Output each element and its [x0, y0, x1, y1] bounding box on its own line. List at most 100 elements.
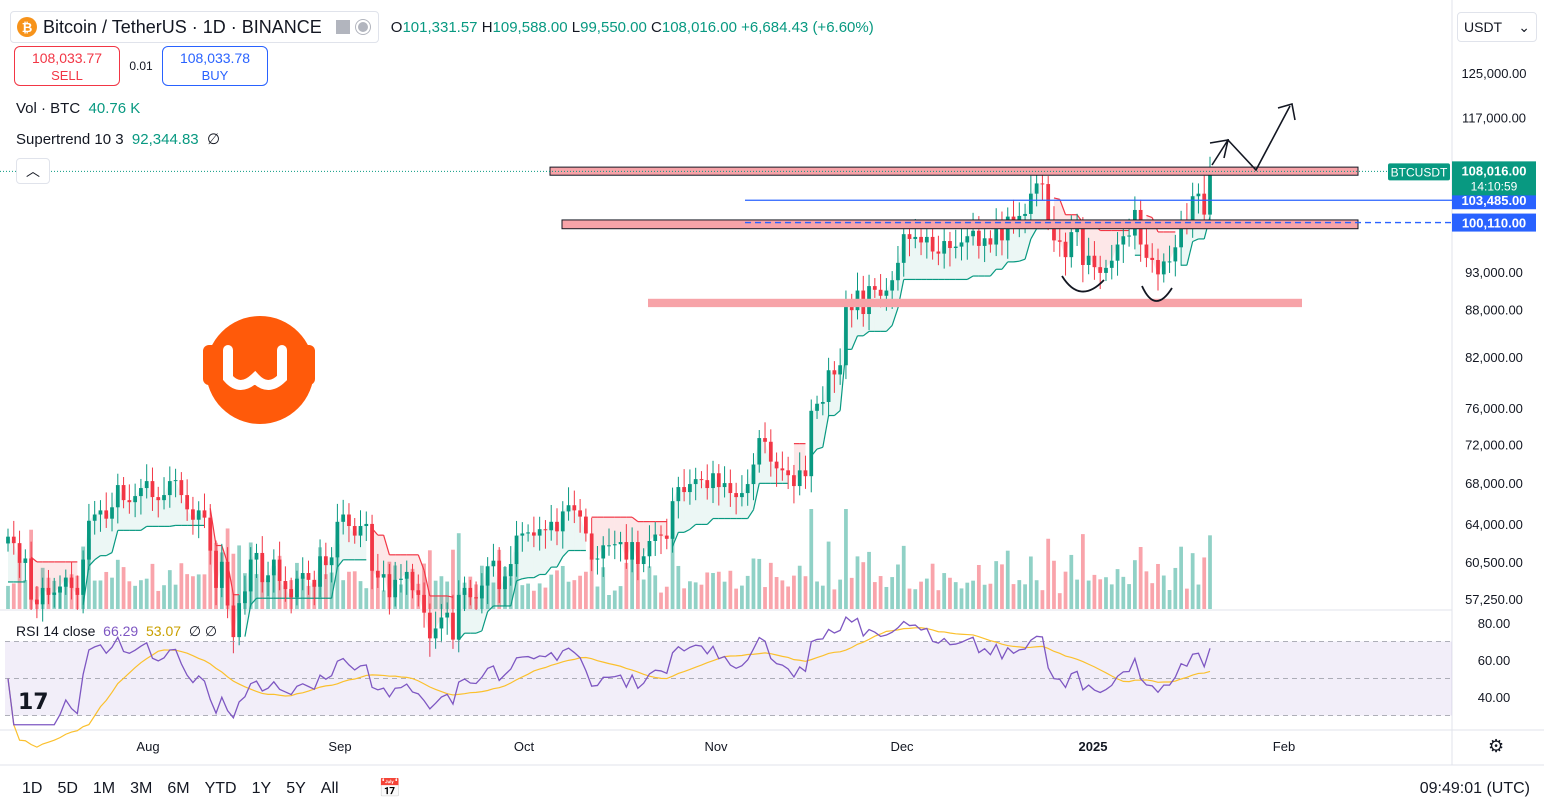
volume-bar [560, 565, 565, 609]
market-status-icon[interactable] [355, 20, 370, 34]
candle [416, 590, 421, 595]
candle [479, 585, 484, 599]
candle [295, 578, 299, 598]
range-6m[interactable]: 6M [167, 779, 190, 797]
supertrend-fill [736, 493, 742, 519]
volume-bar [98, 580, 103, 609]
date-range-icon[interactable]: 📅 [378, 778, 401, 798]
supertrend-fill [36, 561, 43, 605]
volume-bar [1202, 557, 1207, 609]
supertrend-line [250, 597, 257, 606]
volume-bar [526, 583, 530, 609]
range-ytd[interactable]: YTD [204, 779, 237, 797]
supertrend-fill [187, 509, 193, 526]
settings-gear-icon[interactable]: ⚙ [1488, 736, 1505, 756]
candle [1202, 193, 1207, 215]
volume-bar [231, 553, 236, 609]
price-line-label-bg [1452, 213, 1536, 232]
candle [283, 581, 288, 590]
supertrend-fill [1111, 230, 1118, 261]
candle [271, 559, 276, 576]
arrow-head-icon [1277, 102, 1296, 121]
supertrend-line [1013, 260, 1020, 263]
candle [682, 487, 687, 493]
range-all[interactable]: All [320, 779, 339, 797]
supertrend-fill [146, 481, 153, 527]
supertrend-line [833, 410, 841, 416]
candle [832, 370, 837, 375]
range-3m[interactable]: 3M [130, 779, 153, 797]
candle [659, 534, 663, 536]
candle [1040, 183, 1045, 185]
supertrend-line [447, 595, 454, 598]
candle [81, 559, 86, 595]
candle [838, 365, 843, 375]
volume-bar [1086, 580, 1091, 609]
volume-bar [907, 588, 912, 609]
supertrend-fill [13, 543, 20, 582]
candle [121, 485, 126, 501]
candle [1173, 247, 1178, 262]
supertrend-fill [909, 236, 916, 280]
supertrend-legend[interactable]: Supertrend 10 3 92,344.83 ∅ [16, 131, 221, 148]
volume-bar [780, 580, 785, 609]
range-5y[interactable]: 5Y [286, 779, 306, 797]
candle [624, 542, 629, 560]
candle [248, 559, 253, 592]
candle [1144, 244, 1149, 258]
symbol-selector[interactable]: ₿ Bitcoin / TetherUS · 1D · BINANCE [10, 11, 379, 43]
buy-button[interactable]: 108,033.78 BUY [162, 46, 268, 86]
range-1d[interactable]: 1D [22, 779, 43, 797]
candle [930, 236, 935, 252]
volume-bar [647, 566, 652, 609]
volume-bar [820, 585, 825, 609]
candle [23, 558, 28, 563]
volume-bar [110, 577, 114, 609]
trade-panel: 108,033.77 SELL 0.01 108,033.78 BUY [14, 46, 268, 86]
candle [1069, 232, 1074, 258]
flag-icon[interactable] [335, 20, 350, 34]
volume-legend[interactable]: Vol · BTC 40.76 K [16, 100, 141, 117]
candle [584, 516, 588, 534]
candle [1190, 196, 1195, 224]
supertrend-fill [19, 558, 26, 582]
volume-bar [306, 585, 311, 609]
supertrend-line [689, 523, 697, 530]
supertrend-line [1146, 214, 1153, 219]
sell-button[interactable]: 108,033.77 SELL [14, 46, 120, 86]
volume-bar [237, 545, 242, 609]
supertrend-fill [661, 521, 667, 539]
candle [526, 532, 530, 534]
candle [225, 561, 230, 606]
candle [456, 594, 461, 640]
supertrend-fill [949, 246, 956, 280]
candle [364, 523, 369, 527]
supertrend-fill [1117, 230, 1124, 245]
volume-bar [572, 580, 577, 609]
collapse-legend-button[interactable]: ︿ [16, 158, 50, 184]
volume-bar [1034, 580, 1039, 609]
range-1y[interactable]: 1Y [251, 779, 272, 797]
supertrend-fill [533, 529, 540, 578]
volume-bar [254, 574, 259, 609]
candle [711, 473, 715, 489]
supertrend-line [683, 528, 691, 533]
volume-bar [439, 576, 444, 609]
supertrend-fill [470, 597, 477, 634]
range-1m[interactable]: 1M [92, 779, 116, 797]
range-5d[interactable]: 5D [57, 779, 78, 797]
currency-selector[interactable]: USDT ⌄ [1457, 12, 1537, 42]
candle [11, 536, 16, 544]
volume-bar [375, 575, 380, 609]
volume-bar [1190, 553, 1195, 609]
volume-bar [531, 590, 536, 609]
volume-bar [809, 509, 814, 609]
supertrend-fill [129, 496, 136, 531]
supertrend-line [88, 559, 96, 567]
supertrend-fill [308, 579, 315, 599]
volume-bar [855, 556, 860, 609]
spread-value: 0.01 [129, 59, 153, 73]
rsi-legend[interactable]: RSI 14 close 66.29 53.07 ∅ ∅ [16, 623, 218, 639]
candle [1000, 223, 1004, 241]
